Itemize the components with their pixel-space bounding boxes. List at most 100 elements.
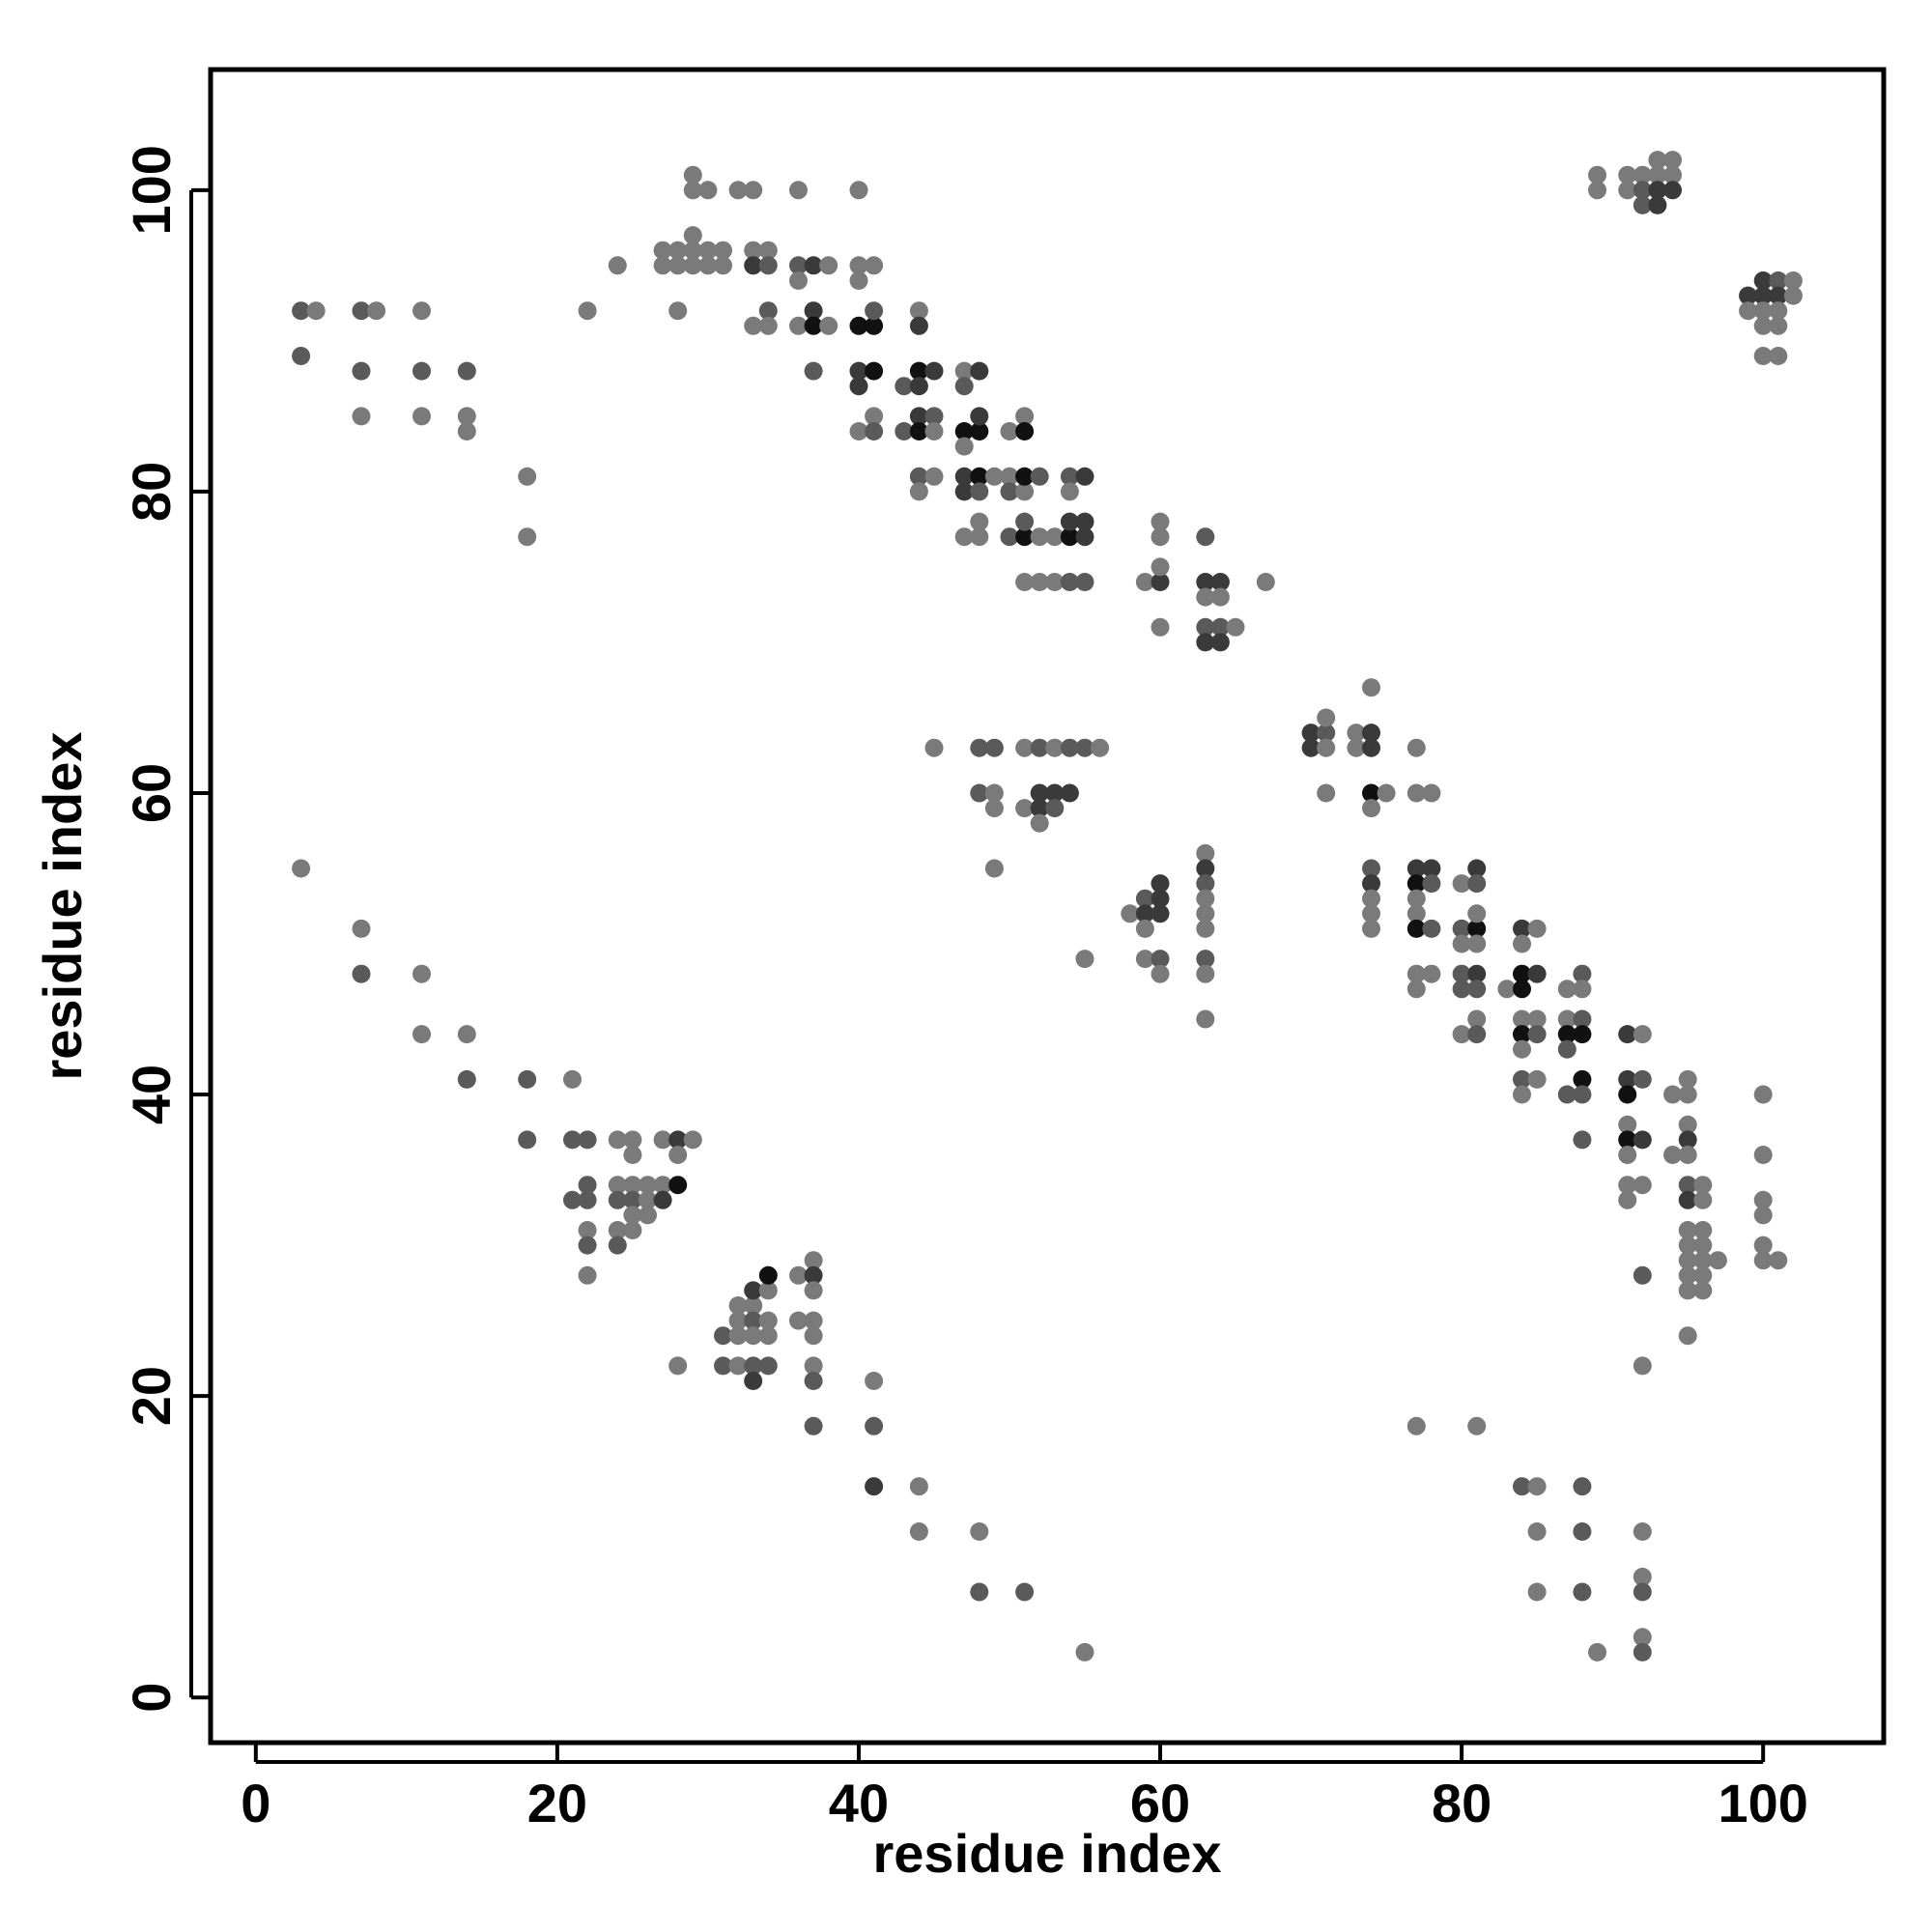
- data-point: [728, 181, 748, 200]
- data-point: [1633, 1567, 1652, 1586]
- data-point: [1015, 482, 1035, 501]
- data-point: [849, 181, 868, 200]
- data-point: [758, 301, 778, 321]
- data-point: [1256, 573, 1275, 591]
- data-point: [1362, 799, 1380, 818]
- data-point: [1467, 1416, 1487, 1435]
- data-point: [1015, 422, 1035, 440]
- data-point: [1015, 512, 1035, 531]
- data-point: [1135, 950, 1154, 969]
- data-point: [1527, 1025, 1547, 1044]
- data-point: [1618, 1115, 1637, 1134]
- data-point: [1663, 151, 1682, 170]
- data-point: [1527, 1522, 1547, 1541]
- data-point: [1467, 859, 1487, 878]
- data-point: [1678, 1251, 1697, 1270]
- x-axis-title: residue index: [872, 1823, 1221, 1884]
- data-point: [1573, 1025, 1592, 1044]
- data-point: [683, 1130, 702, 1150]
- data-point: [1693, 1221, 1713, 1239]
- data-point: [804, 316, 823, 335]
- data-point: [1513, 1069, 1531, 1089]
- data-point: [789, 316, 808, 335]
- x-tick-label: 20: [527, 1773, 587, 1833]
- data-point: [698, 241, 718, 260]
- data-point: [578, 1236, 597, 1255]
- data-point: [1753, 301, 1773, 321]
- data-point: [1045, 783, 1065, 803]
- data-point: [608, 1236, 627, 1255]
- data-point: [1226, 617, 1245, 637]
- data-point: [1753, 1251, 1773, 1270]
- data-point: [1573, 1130, 1592, 1150]
- data-point: [865, 361, 884, 381]
- data-point: [1663, 1146, 1682, 1164]
- data-point: [1406, 874, 1426, 894]
- data-point: [758, 1311, 778, 1330]
- data-point: [744, 1311, 763, 1330]
- data-point: [744, 1281, 763, 1300]
- data-point: [1573, 964, 1592, 983]
- data-point: [563, 1130, 582, 1150]
- data-point: [518, 1069, 537, 1089]
- data-point: [1783, 286, 1803, 305]
- data-point: [1196, 617, 1215, 637]
- data-point: [1678, 1130, 1697, 1150]
- data-point: [352, 407, 371, 426]
- data-point: [984, 859, 1004, 878]
- data-point: [1196, 633, 1215, 652]
- data-point: [1753, 1190, 1773, 1209]
- data-point: [970, 467, 989, 486]
- data-point: [457, 361, 476, 381]
- data-point: [1557, 1039, 1577, 1059]
- data-point: [1015, 1582, 1035, 1602]
- data-point: [578, 1221, 597, 1239]
- data-point: [954, 467, 974, 486]
- data-point: [970, 738, 989, 757]
- data-point: [1151, 889, 1170, 908]
- data-point: [1362, 738, 1380, 757]
- data-point: [1347, 738, 1366, 757]
- data-point: [1075, 950, 1094, 969]
- data-point: [653, 256, 672, 275]
- data-point: [1678, 1281, 1697, 1300]
- data-point: [1075, 1642, 1094, 1662]
- data-point: [683, 241, 702, 260]
- data-point: [1693, 1251, 1713, 1270]
- data-point: [1406, 980, 1426, 999]
- data-point: [1678, 1265, 1697, 1285]
- data-point: [1573, 980, 1592, 999]
- data-point: [1648, 195, 1667, 214]
- data-point: [758, 241, 778, 260]
- data-point: [1708, 1251, 1727, 1270]
- data-point: [1362, 859, 1380, 878]
- data-point: [1588, 165, 1606, 185]
- data-point: [1467, 919, 1487, 938]
- data-point: [1618, 1190, 1637, 1209]
- data-point: [909, 361, 928, 381]
- data-point: [653, 1130, 672, 1150]
- data-point: [1301, 738, 1321, 757]
- data-point: [1573, 1582, 1592, 1602]
- data-point: [1753, 1206, 1773, 1225]
- data-point: [728, 1326, 748, 1346]
- data-point: [865, 301, 884, 321]
- data-point: [970, 1582, 989, 1602]
- data-point: [728, 1311, 748, 1330]
- data-point: [924, 361, 944, 381]
- data-point: [1783, 271, 1803, 290]
- data-point: [1135, 904, 1154, 923]
- data-point: [1196, 874, 1215, 894]
- data-point: [970, 512, 989, 531]
- data-point: [1301, 724, 1321, 743]
- data-point: [668, 241, 688, 260]
- data-point: [909, 407, 928, 426]
- data-point: [1618, 1176, 1637, 1195]
- data-point: [744, 181, 763, 200]
- data-point: [1633, 165, 1652, 185]
- data-point: [1633, 1582, 1652, 1602]
- data-point: [1678, 1221, 1697, 1239]
- data-point: [1196, 919, 1215, 938]
- data-point: [849, 256, 868, 275]
- data-point: [1467, 1009, 1487, 1029]
